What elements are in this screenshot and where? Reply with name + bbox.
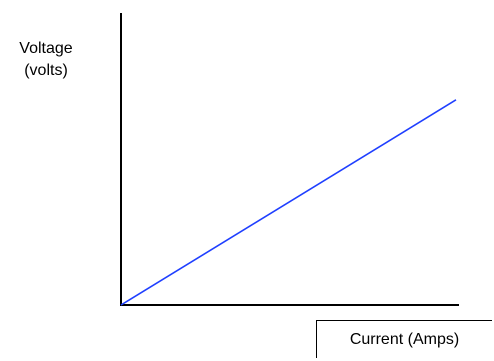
y-axis-label-line1: Voltage bbox=[19, 40, 73, 57]
series-line-0 bbox=[120, 99, 457, 306]
series-group bbox=[120, 99, 457, 306]
y-axis-label-line2: (volts) bbox=[24, 62, 68, 79]
x-axis-label-box: Current (Amps) bbox=[316, 320, 492, 358]
x-axis-label: Current (Amps) bbox=[349, 331, 460, 348]
y-axis-label: Voltage (volts) bbox=[0, 38, 92, 82]
